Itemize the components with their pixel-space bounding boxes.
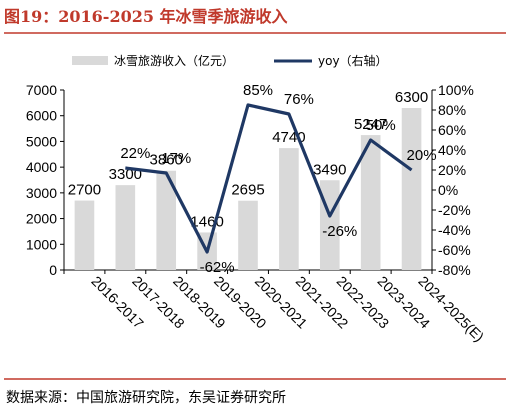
y-left-tick-label: 2000 [26,211,57,227]
legend-line-label: yoy（右轴） [318,53,388,68]
yoy-line-series [125,103,413,254]
x-tick-group: 2024-2025(E) [415,273,487,345]
bar [279,148,299,270]
y-left-tick-label: 0 [49,262,57,278]
bar-value-label: 6300 [395,89,428,106]
y-right-tick-label: -40% [438,222,471,238]
yoy-value-label: 17% [161,150,191,167]
bar-value-label: 2695 [231,182,264,199]
y-right-tick-label: 0% [438,182,458,198]
yoy-value-label: 20% [407,147,437,164]
yoy-value-label: 85% [243,82,273,99]
y-right-tick-label: 40% [438,142,466,158]
y-right-tick-label: -80% [438,262,471,278]
bar [401,108,422,270]
bar-value-label: 5247 [354,116,387,133]
bars [74,108,422,270]
y-right-tick-label: 20% [438,162,466,178]
y-left-tick-label: 4000 [26,159,57,175]
yoy-value-label: 76% [284,91,314,108]
line-labels: 22% 17% -62% 85% 76% -26% 50% 20% [120,82,436,276]
bar-value-label: 2700 [68,182,101,199]
legend: 冰雪旅游收入（亿元） yoy（右轴） [72,53,388,68]
y-left-tick-label: 7000 [26,82,57,98]
y-left-tick-label: 3000 [26,185,57,201]
y-right-tick-label: -20% [438,202,471,218]
y-left-tick-label: 6000 [26,108,57,124]
yoy-value-label: -62% [200,259,235,276]
yoy-value-label: -26% [322,223,357,240]
bar [74,200,95,270]
bar [360,135,381,270]
yoy-value-label: 50% [366,117,396,134]
bar-value-label: 3490 [313,161,346,178]
legend-bar-swatch [72,56,108,65]
y-right-tick-label: 80% [438,102,466,118]
bar [156,170,177,270]
y-right-tick-label: 60% [438,122,466,138]
y-right-tick-label: 100% [438,82,474,98]
y-left-tick-label: 1000 [26,236,57,252]
y-right-tick-label: -60% [438,242,471,258]
bar-value-label: 3860 [150,152,183,169]
bar [115,185,136,270]
source-note: 数据来源：中国旅游研究院，东吴证券研究所 [6,390,286,406]
yoy-line [125,103,413,254]
x-tick-label: 2024-2025(E) [415,273,487,345]
y-left-tick-label: 5000 [26,133,57,149]
legend-bar-label: 冰雪旅游收入（亿元） [114,53,234,68]
bar [238,200,258,270]
chart-title: 图19：2016-2025 年冰雪季旅游收入 [4,7,288,26]
yoy-value-label: 22% [120,145,150,162]
